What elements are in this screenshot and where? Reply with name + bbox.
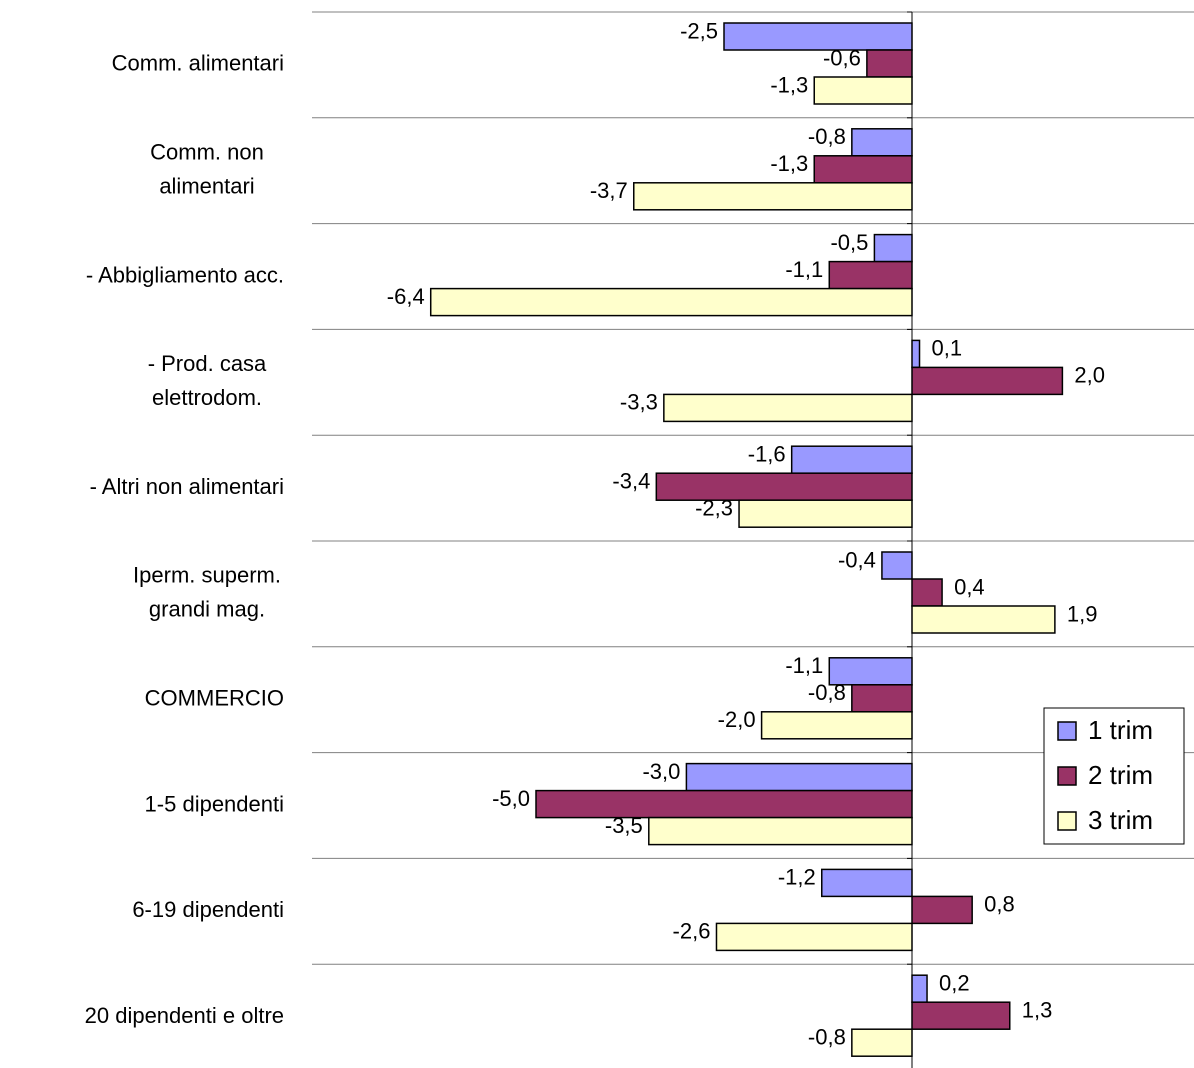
- value-label: 0,8: [984, 892, 1015, 917]
- bar-2-trim-6: [851, 684, 913, 713]
- bar-1-trim-7: [685, 762, 913, 792]
- value-label: 1,3: [1022, 998, 1053, 1023]
- value-label: -3,3: [620, 390, 658, 415]
- bar-1-trim-0: [723, 22, 913, 51]
- bar-2-trim-7: [535, 789, 913, 819]
- value-label: 0,1: [932, 336, 963, 361]
- value-label: -1,2: [778, 865, 816, 890]
- category-label: Comm. non: [150, 140, 264, 165]
- value-label: 0,4: [954, 574, 985, 599]
- bar-1-trim-3: [911, 339, 921, 369]
- category-label: - Abbigliamento acc.: [86, 262, 284, 287]
- category-label: alimentari: [159, 174, 254, 199]
- value-label: -0,5: [830, 230, 868, 255]
- value-label: 0,2: [939, 971, 970, 996]
- value-label: -1,3: [770, 72, 808, 97]
- category-labels: Comm. alimentari Comm. non alimentari - Abb…: [85, 51, 284, 1028]
- value-label: -2,3: [695, 496, 733, 521]
- bar-3-trim-4: [738, 499, 913, 528]
- legend-swatch: [1057, 766, 1077, 786]
- value-label: -2,6: [673, 919, 711, 944]
- legend-label: 3 trim: [1088, 805, 1153, 835]
- category-label: Iperm. superm.: [133, 563, 281, 588]
- bar-1-trim-9: [911, 974, 928, 1003]
- legend: 1 trim 2 trim 3 trim: [1043, 707, 1185, 845]
- bar-2-trim-9: [911, 1001, 1011, 1030]
- value-label: -0,8: [808, 680, 846, 705]
- bar-3-trim-7: [648, 816, 913, 846]
- bar-1-trim-4: [790, 445, 913, 474]
- value-label: -3,4: [612, 469, 650, 494]
- bar-3-trim-0: [813, 76, 913, 105]
- bar-3-trim-5: [911, 605, 1056, 634]
- bar-3-trim-3: [663, 393, 913, 423]
- category-separators: [312, 11, 1194, 965]
- value-label: -2,5: [680, 18, 718, 43]
- category-label: - Prod. casa: [148, 351, 267, 376]
- bars-group: [429, 22, 1064, 1057]
- value-label: -1,3: [770, 151, 808, 176]
- legend-swatch: [1057, 811, 1077, 831]
- bar-3-trim-6: [760, 711, 913, 740]
- value-label: -3,5: [605, 813, 643, 838]
- category-label: COMMERCIO: [145, 686, 284, 711]
- value-label: -0,8: [808, 1025, 846, 1050]
- value-label: 2,0: [1074, 363, 1105, 388]
- value-label: 1,9: [1067, 601, 1098, 626]
- bar-3-trim-1: [633, 182, 913, 211]
- legend-label: 2 trim: [1088, 760, 1153, 790]
- bar-1-trim-6: [828, 657, 913, 686]
- value-label: -6,4: [387, 284, 425, 309]
- bar-2-trim-3: [911, 366, 1064, 396]
- value-label: -3,7: [590, 178, 628, 203]
- category-label: 6-19 dipendenti: [132, 897, 284, 922]
- category-label: - Altri non alimentari: [90, 474, 284, 499]
- value-label: -5,0: [492, 786, 530, 811]
- value-label: -0,4: [838, 547, 876, 572]
- bar-2-trim-8: [911, 895, 973, 925]
- value-label: -3,0: [642, 759, 680, 784]
- category-label: 20 dipendenti e oltre: [85, 1003, 284, 1028]
- bar-3-trim-8: [715, 922, 913, 952]
- bar-2-trim-2: [828, 260, 913, 290]
- category-label: grandi mag.: [149, 597, 265, 622]
- category-label: elettrodom.: [152, 385, 262, 410]
- bar-1-trim-1: [851, 128, 913, 157]
- value-label: -1,6: [748, 442, 786, 467]
- bar-3-trim-2: [429, 287, 913, 317]
- bar-1-trim-8: [821, 868, 913, 898]
- legend-label: 1 trim: [1088, 715, 1153, 745]
- value-label: -0,8: [808, 124, 846, 149]
- bar-2-trim-1: [813, 155, 913, 184]
- bar-2-trim-5: [911, 578, 943, 607]
- bar-1-trim-2: [873, 233, 913, 263]
- value-label: -1,1: [785, 653, 823, 678]
- value-labels: -2,5-0,6-1,3-0,8-1,3-3,7-0,5-1,1-6,40,12…: [387, 18, 1105, 1049]
- category-label: 1-5 dipendenti: [145, 791, 284, 816]
- legend-swatch: [1057, 721, 1077, 741]
- category-label: Comm. alimentari: [112, 51, 284, 76]
- value-label: -0,6: [823, 45, 861, 70]
- bar-3-trim-9: [851, 1028, 913, 1057]
- bar-2-trim-0: [866, 49, 913, 78]
- value-label: -2,0: [718, 707, 756, 732]
- bar-1-trim-5: [881, 551, 913, 580]
- value-label: -1,1: [785, 257, 823, 282]
